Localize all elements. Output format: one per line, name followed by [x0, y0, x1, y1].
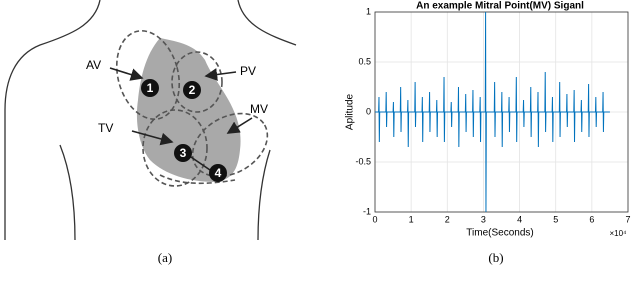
x-tick-label: 7	[625, 214, 630, 224]
y-tick-label: 0.5	[358, 56, 371, 66]
y-tick-label: 1	[366, 6, 371, 16]
valve-number: 1	[147, 81, 154, 95]
y-tick-label: 0	[366, 106, 371, 116]
x-tick-label: 2	[445, 214, 450, 224]
x-multiplier: ×10⁴	[609, 229, 627, 238]
caption: (b)	[488, 250, 503, 265]
x-tick-label: 1	[409, 214, 414, 224]
valve-label: MV	[250, 102, 268, 116]
y-tick-label: -0.5	[355, 156, 371, 166]
x-axis-label: Time(Seconds)	[466, 228, 533, 239]
x-tick-label: 0	[372, 214, 377, 224]
x-tick-label: 6	[589, 214, 594, 224]
valve-label: PV	[240, 64, 256, 78]
valve-label: TV	[98, 121, 113, 135]
valve-label: AV	[86, 58, 101, 72]
valve-number: 2	[189, 83, 196, 97]
y-tick-label: -1	[363, 206, 371, 216]
x-tick-label: 5	[553, 214, 558, 224]
x-tick-label: 3	[481, 214, 486, 224]
signal-line	[375, 11, 610, 213]
y-axis-label: Aplitude	[345, 93, 356, 130]
valve-number: 4	[215, 166, 222, 180]
caption: (a)	[158, 250, 172, 265]
valve-number: 3	[180, 146, 187, 160]
chart-title: An example Mitral Point(MV) Siganl	[416, 1, 584, 12]
x-tick-label: 4	[517, 214, 522, 224]
heart-diagram: 1 2 3 4 AV PV TV MV	[4, 0, 297, 241]
